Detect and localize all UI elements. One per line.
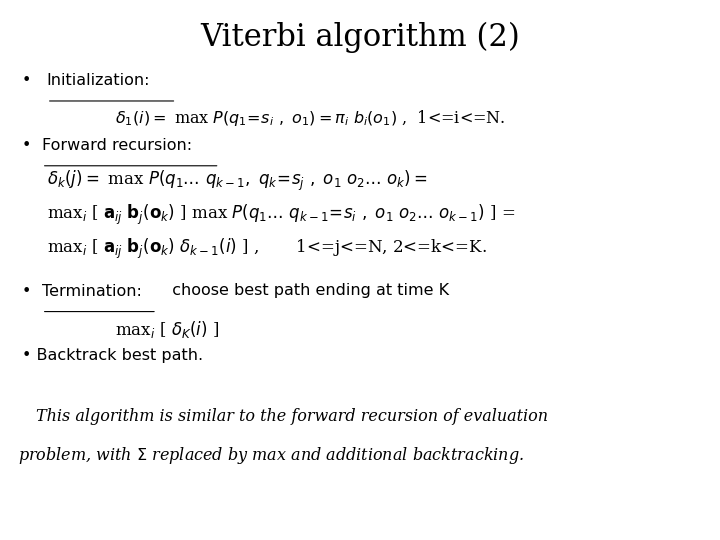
Text: • Backtrack best path.: • Backtrack best path. xyxy=(22,348,203,363)
Text: This algorithm is similar to the forward recursion of evaluation: This algorithm is similar to the forward… xyxy=(36,408,548,424)
Text: problem, with $\Sigma$ replaced by max and additional backtracking.: problem, with $\Sigma$ replaced by max a… xyxy=(18,446,524,467)
Text: Viterbi algorithm (2): Viterbi algorithm (2) xyxy=(200,22,520,53)
Text: $\delta_k(j) = $ max $P(q_1\ldots\ q_{k-1},\ q_k\!=\!s_j\ ,\ o_1\ o_2\ldots\ o_k: $\delta_k(j) = $ max $P(q_1\ldots\ q_{k-… xyxy=(47,168,428,193)
Text: max$_i$ [ $\delta_K(i)$ ]: max$_i$ [ $\delta_K(i)$ ] xyxy=(115,319,220,340)
Text: Termination:: Termination: xyxy=(42,284,142,299)
Text: max$_i$ [ $\mathbf{a}_{ij}\ \mathbf{b}_j(\mathbf{o}_k)$ ] max $P(q_1\ldots\ q_{k: max$_i$ [ $\mathbf{a}_{ij}\ \mathbf{b}_j… xyxy=(47,202,515,227)
Text: •: • xyxy=(22,138,31,153)
Text: Initialization:: Initialization: xyxy=(47,73,150,88)
Text: choose best path ending at time K: choose best path ending at time K xyxy=(162,284,449,299)
Text: $\delta_1(i) = $ max $P(q_1\!=\!s_i\ ,\ o_1) = \pi_i\ b_i(o_1)$ ,  1<=i<=N.: $\delta_1(i) = $ max $P(q_1\!=\!s_i\ ,\ … xyxy=(115,108,505,128)
Text: •: • xyxy=(22,73,36,88)
Text: max$_i$ [ $\mathbf{a}_{ij}\ \mathbf{b}_j(\mathbf{o}_k)\ \delta_{k-1}(i)$ ] ,    : max$_i$ [ $\mathbf{a}_{ij}\ \mathbf{b}_j… xyxy=(47,237,487,261)
Text: Forward recursion:: Forward recursion: xyxy=(42,138,192,153)
Text: •: • xyxy=(22,284,31,299)
